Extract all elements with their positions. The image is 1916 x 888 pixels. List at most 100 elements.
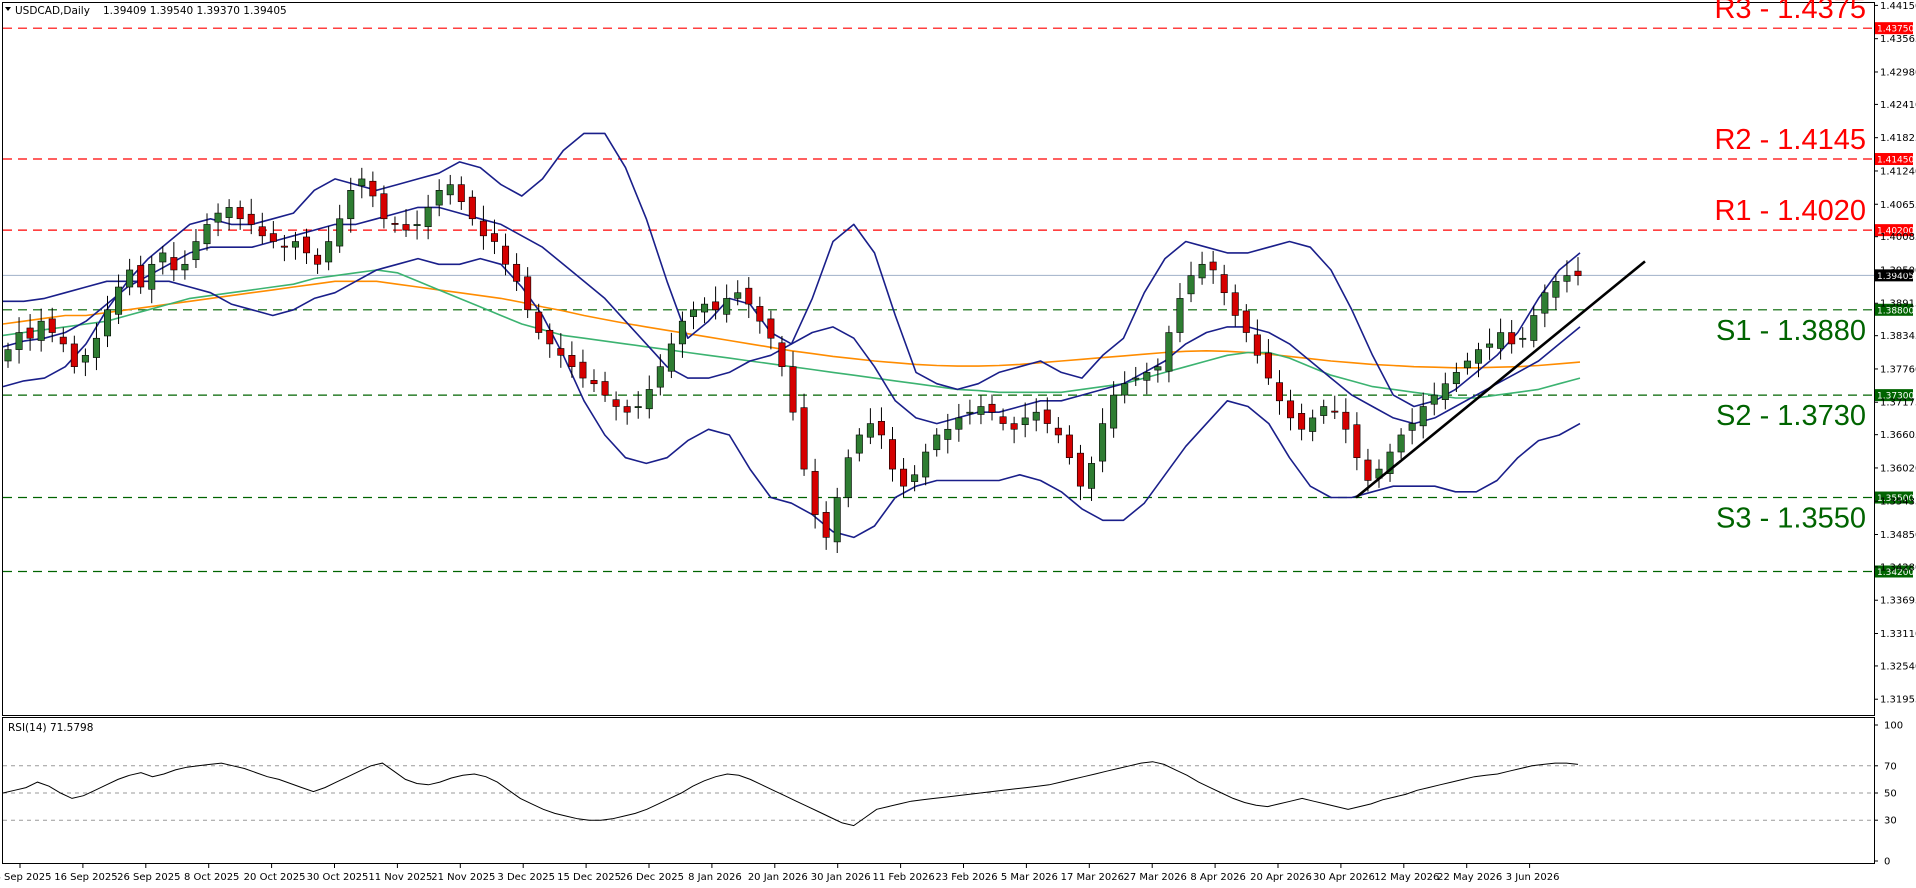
- candle: [203, 213, 211, 251]
- candle: [26, 314, 34, 351]
- candle-body: [877, 420, 885, 436]
- candle: [800, 393, 808, 476]
- candle-body: [988, 403, 996, 413]
- candle: [656, 354, 664, 396]
- level-label-r1: R1 - 1.4020: [1714, 195, 1866, 227]
- candle-body: [1574, 270, 1582, 276]
- price-tick-label: 1.36605: [1880, 430, 1916, 441]
- dropdown-triangle-icon[interactable]: [5, 7, 11, 11]
- candle: [1076, 444, 1084, 501]
- candle: [479, 205, 487, 250]
- time-tick-label: 21 Nov 2025: [431, 872, 495, 883]
- level-label-r3: R3 - 1.4375: [1714, 0, 1866, 25]
- candle-body: [126, 269, 134, 288]
- candle: [181, 250, 189, 280]
- candle: [1309, 409, 1317, 442]
- candle: [877, 407, 885, 449]
- indicator-lines: [2, 132, 1581, 539]
- candle: [568, 341, 576, 378]
- price-tick-label: 1.33110: [1880, 629, 1916, 640]
- candle-body: [645, 389, 653, 410]
- candle: [634, 391, 642, 419]
- candle-body: [192, 241, 200, 261]
- candle: [1198, 251, 1206, 285]
- candle-body: [1209, 261, 1217, 271]
- candle-body: [258, 226, 266, 237]
- candle: [280, 234, 288, 262]
- time-tick-label: 17 Mar 2026: [1061, 872, 1124, 883]
- candle-body: [280, 245, 288, 248]
- candle-body: [1331, 410, 1339, 413]
- level-badge-text: 1.40200: [1877, 227, 1914, 237]
- candle-body: [623, 406, 631, 413]
- candle-body: [800, 407, 808, 470]
- candle: [214, 203, 222, 237]
- candle: [889, 426, 897, 482]
- candle: [137, 255, 145, 294]
- candle: [1441, 372, 1449, 410]
- time-tick-label: 11 Feb 2026: [872, 872, 934, 883]
- candle: [689, 301, 697, 330]
- level-badge-text: 1.34200: [1877, 568, 1914, 578]
- candle-body: [391, 223, 399, 225]
- candle: [535, 303, 543, 340]
- candle-body: [4, 349, 12, 362]
- candle: [325, 226, 333, 271]
- candle-body: [667, 343, 675, 372]
- candle: [104, 295, 112, 348]
- candle-body: [291, 241, 299, 248]
- candle: [1497, 318, 1505, 360]
- candle-body: [944, 428, 952, 440]
- candle-body: [723, 298, 731, 315]
- candle: [1220, 264, 1228, 306]
- candle: [645, 375, 653, 419]
- candle-body: [369, 180, 377, 197]
- candle-body: [1486, 343, 1494, 348]
- time-axis: 4 Sep 2025 16 Sep 2025 26 Sep 2025 8 Oct 20…: [0, 864, 1559, 883]
- candle-body: [70, 343, 78, 367]
- uptrend-line[interactable]: [1355, 260, 1646, 499]
- candle-body: [347, 190, 355, 220]
- candle: [855, 428, 863, 462]
- trendline-layer: [1355, 260, 1646, 499]
- candle-body: [1165, 332, 1173, 372]
- bollinger-middle-line: [2, 206, 1581, 425]
- candle-body: [1408, 423, 1416, 431]
- price-tick-label: 1.44150: [1880, 1, 1916, 12]
- price-tick-label: 1.37175: [1880, 398, 1916, 409]
- price-tick-label: 1.38915: [1880, 299, 1916, 310]
- candle: [579, 349, 587, 388]
- price-tick-label: 1.42410: [1880, 100, 1916, 111]
- main-pane-frame: [2, 2, 1875, 716]
- time-tick-label: 3 Jun 2026: [1506, 872, 1560, 883]
- level-labels: 1.43750 R3 - 1.4375 1.41450 R2 - 1.4145 1.40…: [1714, 0, 1914, 578]
- candle: [944, 413, 952, 454]
- price-tick-label: 1.41825: [1880, 133, 1916, 144]
- candle-body: [59, 336, 67, 345]
- candle-body: [1452, 372, 1460, 385]
- candle: [170, 242, 178, 282]
- time-tick-label: 11 Nov 2025: [368, 872, 432, 883]
- candle: [269, 221, 277, 249]
- candle-body: [1309, 417, 1317, 432]
- candle: [1298, 403, 1306, 441]
- level-badge-s2: [1875, 389, 1913, 402]
- candle-body: [446, 184, 454, 196]
- candle: [1331, 395, 1339, 420]
- candle: [1088, 456, 1096, 501]
- rsi-tick-label: 30: [1884, 816, 1897, 827]
- candle: [1552, 274, 1560, 310]
- candle: [247, 198, 255, 235]
- candle: [70, 335, 78, 374]
- candle: [546, 323, 554, 358]
- candle-body: [247, 213, 255, 225]
- candle-body: [1441, 383, 1449, 400]
- candle: [723, 284, 731, 323]
- candle: [1121, 371, 1129, 404]
- candle-body: [678, 320, 686, 345]
- candle-body: [435, 190, 443, 206]
- level-badge-text: 1.41450: [1877, 156, 1914, 166]
- candle: [789, 351, 797, 421]
- candle: [1132, 366, 1140, 387]
